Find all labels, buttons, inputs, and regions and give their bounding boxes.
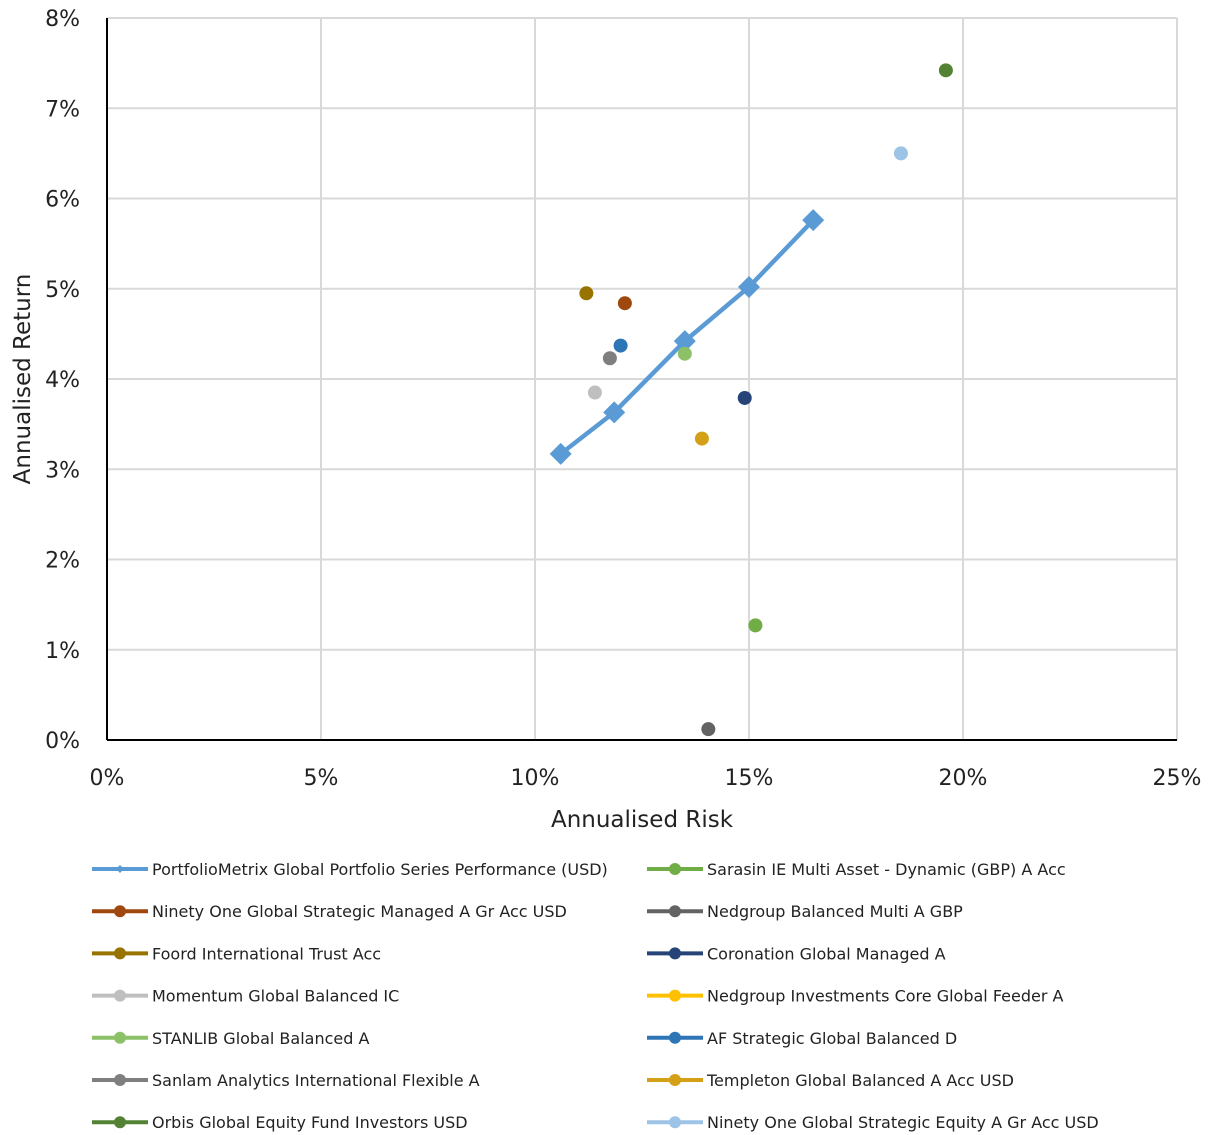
data-point (579, 286, 594, 301)
series (549, 63, 953, 737)
series-12 (938, 63, 953, 78)
series-4 (579, 286, 594, 301)
legend-label: Ninety One Global Strategic Managed A Gr… (152, 902, 567, 921)
data-point (587, 385, 602, 400)
legend-label: Orbis Global Equity Fund Investors USD (152, 1113, 468, 1132)
legend-label: Templeton Global Balanced A Acc USD (706, 1071, 1014, 1090)
y-tick-label: 0% (45, 729, 80, 754)
data-point (673, 330, 696, 353)
y-tick-label: 2% (45, 549, 80, 574)
legend-label: Nedgroup Investments Core Global Feeder … (707, 987, 1063, 1006)
legend-label: Sanlam Analytics International Flexible … (152, 1071, 480, 1090)
legend-label: Sarasin IE Multi Asset - Dynamic (GBP) A… (707, 860, 1066, 879)
legend-marker (114, 1074, 126, 1086)
y-tick-label: 6% (45, 188, 80, 213)
legend-marker (669, 947, 681, 960)
legend-marker (114, 989, 126, 1002)
data-point (603, 401, 626, 424)
series-11 (694, 431, 709, 446)
y-axis-title: Annualised Return (10, 274, 36, 485)
legend: PortfolioMetrix Global Portfolio Series … (92, 860, 1099, 1132)
data-point (802, 209, 825, 232)
data-point (738, 275, 760, 298)
legend-marker (114, 905, 126, 918)
data-point (748, 618, 763, 633)
data-point (694, 431, 709, 446)
legend-item: Templeton Global Balanced A Acc USD (647, 1071, 1014, 1090)
y-tick-label: 7% (45, 97, 80, 122)
legend-label: Foord International Trust Acc (152, 944, 381, 963)
x-tick-label: 15% (725, 766, 774, 791)
x-tick-label: 5% (304, 766, 339, 791)
series-13 (893, 146, 908, 161)
legend-marker (116, 865, 124, 873)
data-point (617, 296, 632, 311)
data-point (701, 722, 716, 737)
data-point (549, 442, 572, 465)
legend-item: AF Strategic Global Balanced D (647, 1029, 957, 1048)
legend-marker (114, 947, 126, 960)
series-8 (677, 346, 692, 361)
legend-marker (114, 1116, 126, 1129)
legend-label: Coronation Global Managed A (707, 944, 946, 963)
legend-marker (669, 989, 681, 1002)
series-0 (549, 209, 825, 465)
y-tick-label: 5% (45, 278, 80, 303)
grid (107, 17, 1178, 740)
legend-item: Coronation Global Managed A (647, 944, 946, 963)
legend-marker (669, 1074, 681, 1086)
legend-label: STANLIB Global Balanced A (152, 1029, 369, 1048)
legend-item: Sarasin IE Multi Asset - Dynamic (GBP) A… (647, 860, 1066, 879)
legend-label: PortfolioMetrix Global Portfolio Series … (152, 860, 608, 879)
legend-item: Sanlam Analytics International Flexible … (92, 1071, 480, 1090)
legend-marker (669, 1116, 681, 1129)
x-tick-label: 0% (90, 766, 125, 791)
legend-item: Ninety One Global Strategic Equity A Gr … (647, 1113, 1099, 1132)
legend-label: Ninety One Global Strategic Equity A Gr … (707, 1113, 1099, 1132)
legend-item: Foord International Trust Acc (92, 944, 381, 963)
legend-marker (669, 863, 681, 875)
legend-item: Ninety One Global Strategic Managed A Gr… (92, 902, 567, 921)
legend-marker (114, 1031, 126, 1044)
data-point (893, 146, 908, 161)
legend-item: Nedgroup Investments Core Global Feeder … (647, 987, 1063, 1006)
legend-label: AF Strategic Global Balanced D (707, 1029, 957, 1048)
series-2 (617, 296, 632, 311)
data-point (677, 346, 692, 361)
series-1 (748, 618, 763, 633)
legend-item: STANLIB Global Balanced A (92, 1029, 369, 1048)
x-axis-title: Annualised Risk (551, 807, 734, 833)
legend-item: Momentum Global Balanced IC (92, 987, 399, 1006)
legend-marker (669, 905, 681, 918)
series-10 (602, 351, 617, 366)
axes (106, 18, 1177, 741)
legend-item: Orbis Global Equity Fund Investors USD (92, 1113, 468, 1132)
y-tick-label: 8% (45, 7, 80, 32)
legend-item: Nedgroup Balanced Multi A GBP (647, 902, 963, 921)
series-5 (737, 390, 752, 405)
x-tick-label: 25% (1153, 766, 1202, 791)
tick-labels: 0% 5% 10% 15% 20% 25% 0% 1% 2% 3% 4% 5% 6% 7% 8% (45, 7, 1201, 791)
legend-label: Nedgroup Balanced Multi A GBP (707, 902, 963, 921)
data-point (602, 351, 617, 366)
x-tick-label: 10% (511, 766, 560, 791)
series-3 (701, 722, 716, 737)
series-9 (613, 338, 628, 353)
legend-marker (669, 1031, 681, 1044)
data-point (737, 390, 752, 405)
data-point (613, 338, 628, 353)
x-tick-label: 20% (939, 766, 988, 791)
y-tick-label: 3% (45, 458, 80, 483)
y-tick-label: 4% (45, 368, 80, 393)
legend-item: PortfolioMetrix Global Portfolio Series … (92, 860, 608, 879)
legend-label: Momentum Global Balanced IC (152, 987, 399, 1006)
data-point (938, 63, 953, 78)
series-6 (587, 385, 602, 400)
y-tick-label: 1% (45, 639, 80, 664)
